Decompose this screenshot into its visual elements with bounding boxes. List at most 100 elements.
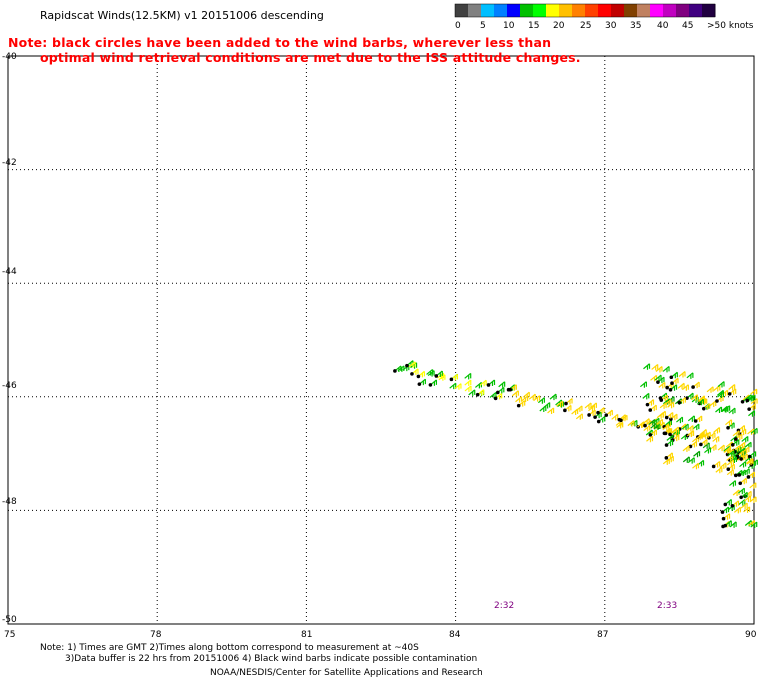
legend-label-20: 20 (553, 21, 565, 31)
chart-title: Rapidscat Winds(12.5KM) v1 20151006 desc… (40, 9, 324, 22)
wind-barb (563, 404, 572, 413)
wind-barb (739, 453, 748, 461)
wind-barb (611, 413, 619, 421)
wind-barb (686, 425, 694, 432)
wind-barb (659, 394, 668, 402)
wind-barb (734, 433, 743, 441)
wind-barb (486, 379, 496, 387)
wind-barb (650, 374, 658, 382)
wind-barb (508, 384, 517, 392)
wind-barb (728, 384, 736, 391)
wind-barb (747, 403, 756, 411)
wind-barb (720, 506, 730, 514)
legend-swatch (689, 4, 703, 17)
lat-label: -42 (2, 158, 17, 168)
legend-swatch (533, 4, 547, 17)
wind-barb (715, 406, 723, 413)
wind-barb (669, 371, 678, 380)
wind-barb (701, 403, 711, 411)
wind-barb (746, 458, 754, 466)
legend-swatch (598, 4, 612, 17)
wind-barb (416, 370, 425, 379)
wind-barb (427, 370, 435, 377)
wind-barb (393, 365, 402, 373)
time-label: 2:33 (657, 601, 678, 611)
legend-swatch (468, 4, 482, 17)
wind-barb (410, 368, 419, 376)
wind-barb (640, 381, 647, 388)
wind-barb (750, 521, 758, 529)
wind-barb (741, 435, 749, 443)
wind-barb (549, 393, 557, 401)
wind-barb (745, 394, 754, 403)
wind-barb (723, 520, 732, 528)
wind-barb (438, 374, 446, 381)
wind-barb (533, 395, 541, 402)
wind-barb (749, 496, 757, 503)
wind-barb (711, 460, 721, 469)
wind-barb (498, 381, 506, 388)
wind-barb (593, 411, 602, 419)
wind-barb (589, 402, 597, 409)
lat-label: -40 (2, 52, 17, 62)
wind-barb (676, 416, 684, 424)
wind-barb (709, 400, 717, 407)
wind-barb (686, 372, 694, 379)
wind-barb (742, 446, 750, 454)
wind-barb (656, 412, 664, 419)
lon-label: 90 (745, 630, 757, 640)
legend-swatch (572, 4, 586, 17)
lat-label: -46 (2, 381, 17, 391)
wind-barb (667, 401, 675, 409)
legend-label-30: 30 (605, 21, 617, 31)
lat-label: -44 (2, 267, 17, 277)
wind-barb (737, 469, 746, 477)
legend-swatch (650, 4, 664, 17)
wind-barb (528, 393, 536, 401)
wind-barb (717, 381, 725, 388)
wind-barb (717, 444, 725, 452)
wind-barb (725, 419, 733, 426)
wind-barb (723, 446, 731, 454)
wind-barb (511, 390, 519, 397)
legend-swatch (559, 4, 573, 17)
legend-label-45: 45 (682, 21, 694, 31)
wind-barb (596, 416, 606, 424)
wind-barb (516, 400, 526, 408)
wind-barb (556, 400, 564, 408)
wind-barb (723, 498, 732, 507)
wind-barb (619, 414, 628, 423)
wind-barb (428, 379, 438, 387)
wind-barb (732, 430, 740, 437)
wind-barb (662, 424, 670, 431)
wind-barb (681, 384, 689, 391)
wind-barb (728, 407, 736, 415)
wind-barb (571, 408, 579, 416)
wind-barb (642, 418, 650, 425)
footer-credit: NOAA/NESDIS/Center for Satellite Applica… (210, 668, 483, 678)
legend-swatch (507, 4, 521, 17)
wind-barb (742, 468, 750, 475)
wind-barb (721, 513, 731, 521)
wind-barb (587, 409, 596, 417)
wind-barb (738, 499, 746, 506)
wind-barb (723, 405, 731, 412)
wind-barb (642, 392, 650, 400)
lon-label: 78 (150, 630, 162, 640)
wind-barb (547, 407, 555, 414)
wind-barb (666, 455, 674, 463)
wind-barb (522, 391, 530, 399)
legend-swatch (663, 4, 677, 17)
wind-barb (417, 378, 426, 386)
wind-barb (664, 439, 674, 447)
legend-swatch (624, 4, 638, 17)
wind-barb (721, 389, 729, 397)
lon-label: 81 (301, 630, 313, 640)
note-line-1: Note: black circles have been added to t… (8, 35, 552, 50)
wind-barb (726, 459, 734, 466)
wind-barb (564, 398, 573, 406)
legend-swatch (455, 4, 469, 17)
wind-barb (696, 398, 704, 406)
wind-barb (729, 480, 737, 487)
lat-label: -50 (2, 615, 17, 625)
